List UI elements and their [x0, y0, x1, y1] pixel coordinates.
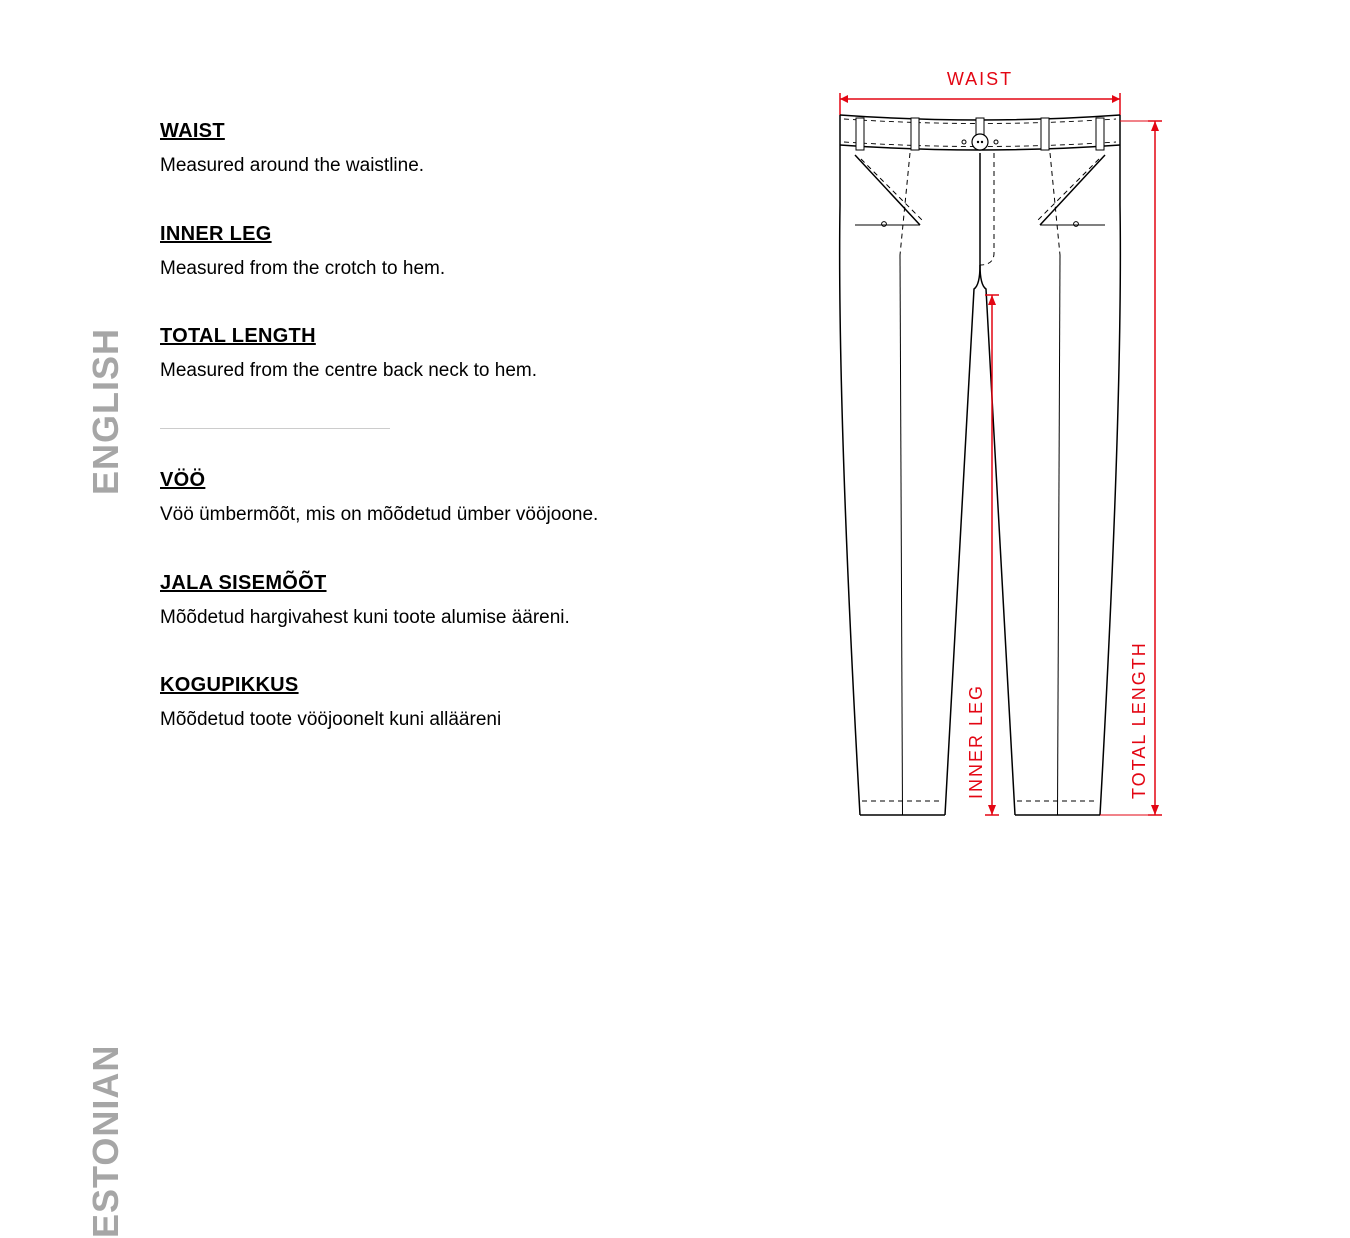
definition-jala-et: JALA SISEMÕÕT Mõõdetud hargivahest kuni … [160, 572, 780, 631]
desc-waist-en: Measured around the waistline. [160, 153, 780, 179]
estonian-section: ESTONIAN VÖÖ Vöö ümbermõõt, mis on mõõde… [0, 469, 780, 733]
desc-kogu-et: Mõõdetud toote vööjoonelt kuni allääreni [160, 707, 780, 733]
definition-totallength-en: TOTAL LENGTH Measured from the centre ba… [160, 325, 780, 384]
diagram-column: WAIST INNER LEG TOTAL LENGTH [780, 0, 1350, 900]
svg-text:TOTAL LENGTH: TOTAL LENGTH [1129, 641, 1149, 799]
heading-waist-en: WAIST [160, 120, 780, 143]
page-container: ENGLISH WAIST Measured around the waistl… [0, 0, 1350, 900]
svg-text:WAIST: WAIST [947, 69, 1013, 89]
heading-voo-et: VÖÖ [160, 469, 780, 492]
desc-innerleg-en: Measured from the crotch to hem. [160, 256, 780, 282]
text-column: ENGLISH WAIST Measured around the waistl… [0, 0, 780, 900]
definition-innerleg-en: INNER LEG Measured from the crotch to he… [160, 223, 780, 282]
desc-voo-et: Vöö ümbermõõt, mis on mõõdetud ümber vöö… [160, 502, 780, 528]
definition-kogu-et: KOGUPIKKUS Mõõdetud toote vööjoonelt kun… [160, 674, 780, 733]
definition-waist-en: WAIST Measured around the waistline. [160, 120, 780, 179]
lang-label-estonian: ESTONIAN [85, 1045, 127, 1238]
pants-diagram: WAIST INNER LEG TOTAL LENGTH [800, 55, 1230, 855]
section-divider [160, 428, 390, 429]
definition-voo-et: VÖÖ Vöö ümbermõõt, mis on mõõdetud ümber… [160, 469, 780, 528]
desc-jala-et: Mõõdetud hargivahest kuni toote alumise … [160, 605, 780, 631]
desc-totallength-en: Measured from the centre back neck to he… [160, 358, 780, 384]
english-section: ENGLISH WAIST Measured around the waistl… [0, 120, 780, 384]
svg-text:INNER LEG: INNER LEG [966, 684, 986, 799]
heading-innerleg-en: INNER LEG [160, 223, 780, 246]
heading-jala-et: JALA SISEMÕÕT [160, 572, 780, 595]
heading-kogu-et: KOGUPIKKUS [160, 674, 780, 697]
heading-totallength-en: TOTAL LENGTH [160, 325, 780, 348]
